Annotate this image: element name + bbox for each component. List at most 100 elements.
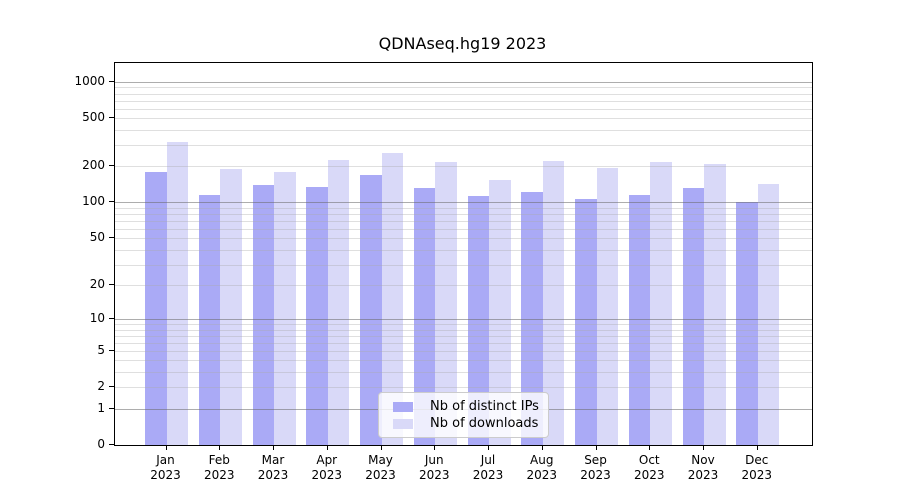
legend-label-downloads: Nb of downloads <box>430 416 539 431</box>
legend: Nb of distinct IPs Nb of downloads <box>378 392 549 438</box>
bar-distinct-ips-aug <box>521 192 543 445</box>
bar-downloads-oct <box>650 161 672 445</box>
y-axis-tick-label-500: 500 <box>82 110 105 125</box>
y-axis-tick-1 <box>109 407 114 409</box>
x-axis-tick-nov <box>703 445 704 450</box>
bar-downloads-feb <box>220 169 242 445</box>
x-axis-tick-label-nov: Nov 2023 <box>687 453 719 482</box>
x-axis-tick-label-aug: Aug 2023 <box>526 453 558 482</box>
y-axis-tick-label-50: 50 <box>89 230 105 245</box>
bar-downloads-jan <box>166 141 188 445</box>
x-axis-tick-label-jul: Jul 2023 <box>472 453 504 482</box>
y-axis-tick-200 <box>109 165 114 167</box>
x-axis-tick-label-mar: Mar 2023 <box>257 453 289 482</box>
x-axis-tick-label-apr: Apr 2023 <box>311 453 343 482</box>
legend-row-downloads: Nb of downloads <box>386 415 541 432</box>
x-axis-tick-jul <box>488 445 489 450</box>
minor-gridline-7 <box>115 335 812 337</box>
minor-gridline-80 <box>115 214 812 216</box>
legend-label-distinct-ips: Nb of distinct IPs <box>430 399 539 414</box>
bar-downloads-mar <box>274 172 296 445</box>
minor-gridline-300 <box>115 145 812 147</box>
plot-area <box>114 62 813 446</box>
bar-downloads-may <box>381 152 403 445</box>
major-gridline-100 <box>115 202 812 204</box>
minor-gridline-500 <box>115 118 812 120</box>
y-axis-tick-0 <box>109 444 114 445</box>
y-axis-tick-label-100: 100 <box>82 194 105 209</box>
x-axis-tick-label-oct: Oct 2023 <box>633 453 665 482</box>
y-axis-tick-label-1: 1 <box>97 400 105 415</box>
bar-downloads-apr <box>327 159 350 445</box>
minor-gridline-700 <box>115 100 812 102</box>
y-axis-tick-500 <box>109 117 114 119</box>
y-axis-tick-label-2: 2 <box>97 379 105 394</box>
y-axis-tick-5 <box>109 349 114 351</box>
minor-gridline-400 <box>115 130 812 132</box>
minor-gridline-40 <box>115 249 812 251</box>
y-axis-tick-label-200: 200 <box>82 158 105 173</box>
x-axis-tick-dec <box>756 445 758 450</box>
y-axis-tick-20 <box>109 284 114 285</box>
bar-distinct-ips-jul <box>467 195 489 445</box>
bar-distinct-ips-jan <box>145 171 167 445</box>
x-axis-tick-apr <box>326 445 328 450</box>
major-gridline-1000 <box>115 81 812 83</box>
bar-downloads-dec <box>757 183 780 445</box>
minor-gridline-30 <box>115 264 812 266</box>
x-axis-tick-label-sep: Sep 2023 <box>580 453 611 482</box>
minor-gridline-5 <box>115 350 812 352</box>
y-axis-tick-label-5: 5 <box>97 342 105 357</box>
x-axis-tick-label-dec: Dec 2023 <box>741 453 773 482</box>
x-axis-tick-label-may: May 2023 <box>365 453 396 482</box>
minor-gridline-6 <box>115 342 812 344</box>
y-axis-tick-label-20: 20 <box>89 277 105 291</box>
bar-distinct-ips-sep <box>575 199 597 445</box>
bar-distinct-ips-mar <box>252 184 274 445</box>
x-axis-tick-feb <box>219 445 221 450</box>
bar-downloads-jun <box>435 162 457 445</box>
x-axis-tick-may <box>380 445 382 450</box>
x-axis-tick-mar <box>273 445 274 450</box>
y-axis-tick-1000 <box>109 80 114 82</box>
y-axis-tick-50 <box>109 237 114 239</box>
bar-distinct-ips-dec <box>736 202 758 445</box>
y-axis-tick-100 <box>109 201 114 203</box>
minor-gridline-60 <box>115 228 812 230</box>
minor-gridline-50 <box>115 238 812 240</box>
y-axis-tick-label-0: 0 <box>97 437 105 451</box>
minor-gridline-8 <box>115 329 812 331</box>
x-axis-tick-aug <box>541 445 543 450</box>
x-axis-tick-label-jun: Jun 2023 <box>418 453 450 482</box>
bar-distinct-ips-apr <box>306 186 328 445</box>
legend-swatch-distinct-ips-icon <box>393 401 413 412</box>
y-axis-tick-2 <box>109 386 114 388</box>
minor-gridline-800 <box>115 93 812 95</box>
bar-downloads-nov <box>704 164 726 445</box>
legend-row-distinct-ips: Nb of distinct IPs <box>386 398 541 415</box>
minor-gridline-600 <box>115 108 812 110</box>
bar-distinct-ips-nov <box>682 187 704 445</box>
minor-gridline-4 <box>115 360 812 362</box>
bar-downloads-aug <box>542 161 565 445</box>
y-axis-tick-label-10: 10 <box>89 310 105 325</box>
x-axis-tick-label-feb: Feb 2023 <box>203 453 235 482</box>
x-axis-tick-jan <box>165 445 167 450</box>
y-axis-tick-label-1000: 1000 <box>74 73 105 88</box>
y-axis-tick-10 <box>109 317 114 319</box>
minor-gridline-90 <box>115 207 812 209</box>
bar-distinct-ips-may <box>360 174 382 445</box>
bar-downloads-sep <box>596 167 618 445</box>
chart-title: QDNAseq.hg19 2023 <box>378 34 547 53</box>
x-axis-tick-jun <box>434 445 436 450</box>
x-axis-tick-sep <box>595 445 597 450</box>
minor-gridline-3 <box>115 372 812 374</box>
major-gridline-10 <box>115 318 812 320</box>
bar-downloads-jul <box>489 179 511 445</box>
legend-swatch-downloads-icon <box>393 418 413 429</box>
minor-gridline-2 <box>115 387 812 389</box>
x-axis-tick-label-jan: Jan 2023 <box>150 453 181 482</box>
minor-gridline-200 <box>115 166 812 168</box>
minor-gridline-70 <box>115 220 812 222</box>
